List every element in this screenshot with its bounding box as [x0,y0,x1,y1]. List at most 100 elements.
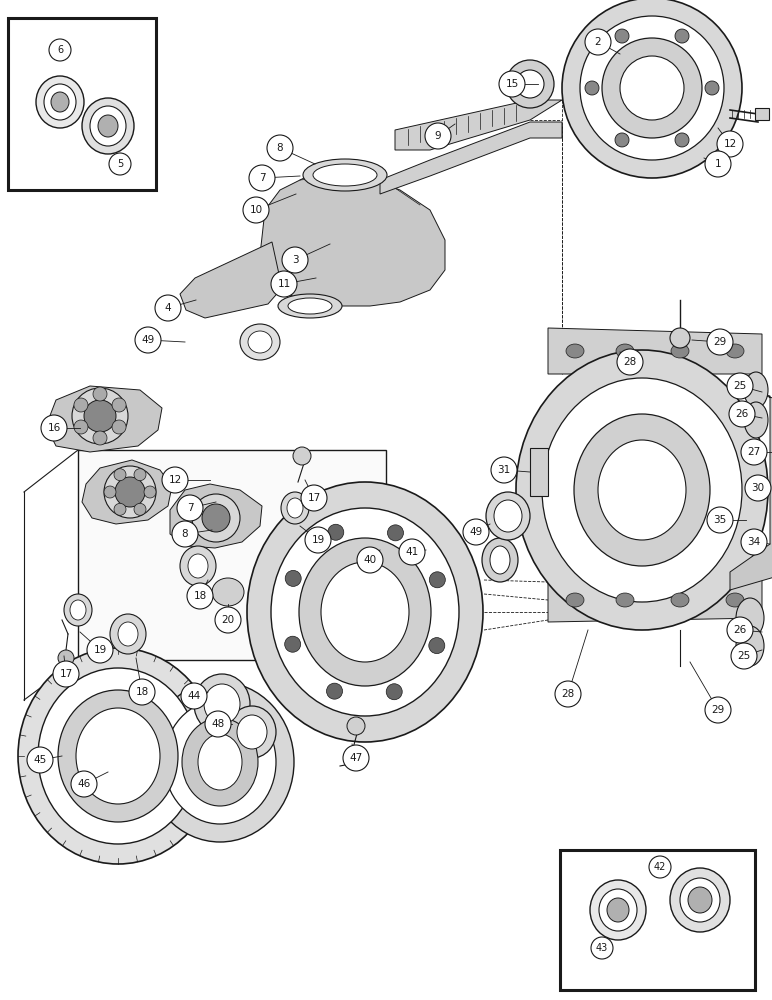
Ellipse shape [607,898,629,922]
Text: 9: 9 [435,131,442,141]
Ellipse shape [590,880,646,940]
Ellipse shape [36,76,84,128]
Text: 12: 12 [168,475,181,485]
Ellipse shape [542,378,742,602]
Circle shape [129,679,155,705]
Ellipse shape [278,294,342,318]
Ellipse shape [574,414,710,566]
Ellipse shape [288,298,332,314]
Text: 49: 49 [141,335,154,345]
Polygon shape [170,484,262,548]
Circle shape [491,457,517,483]
Ellipse shape [303,159,387,191]
Ellipse shape [93,387,107,401]
Circle shape [305,527,331,553]
Circle shape [162,467,188,493]
Ellipse shape [247,482,483,742]
Circle shape [729,401,755,427]
Ellipse shape [287,498,303,518]
Ellipse shape [313,164,377,186]
Ellipse shape [744,372,768,408]
Circle shape [172,521,198,547]
Ellipse shape [38,668,198,844]
Ellipse shape [671,593,689,607]
Text: 17: 17 [59,669,73,679]
Text: 35: 35 [713,515,726,525]
Circle shape [727,617,753,643]
Ellipse shape [490,546,510,574]
Ellipse shape [580,16,724,160]
Ellipse shape [482,538,518,582]
Ellipse shape [240,324,280,360]
Ellipse shape [112,398,126,412]
Circle shape [205,711,231,737]
Text: 48: 48 [212,719,225,729]
Ellipse shape [671,344,689,358]
Ellipse shape [321,562,409,662]
Ellipse shape [114,469,126,481]
Ellipse shape [118,622,138,646]
Circle shape [215,607,241,633]
Ellipse shape [72,388,128,444]
Polygon shape [180,242,282,318]
Text: 26: 26 [733,625,747,635]
Ellipse shape [93,431,107,445]
Text: 49: 49 [469,527,482,537]
Text: 41: 41 [405,547,418,557]
Circle shape [109,153,131,175]
Circle shape [585,29,611,55]
Bar [560,850,755,990]
Ellipse shape [112,420,126,434]
Ellipse shape [104,466,156,518]
Circle shape [649,856,671,878]
Circle shape [707,329,733,355]
Circle shape [53,661,79,687]
Circle shape [343,745,369,771]
Circle shape [71,771,97,797]
Ellipse shape [180,546,216,586]
Polygon shape [46,386,162,452]
Ellipse shape [386,684,402,700]
Ellipse shape [736,626,764,666]
Ellipse shape [237,715,267,749]
Text: 11: 11 [277,279,290,289]
Ellipse shape [705,81,719,95]
Circle shape [301,485,327,511]
Ellipse shape [388,525,404,541]
Ellipse shape [566,344,584,358]
Circle shape [249,165,275,191]
Ellipse shape [115,477,145,507]
Ellipse shape [58,650,74,666]
Circle shape [49,39,71,61]
Ellipse shape [602,38,702,138]
Ellipse shape [675,133,689,147]
Polygon shape [82,460,172,524]
Circle shape [267,135,293,161]
Ellipse shape [328,524,344,540]
Text: 7: 7 [259,173,266,183]
Text: 20: 20 [222,615,235,625]
Ellipse shape [516,70,544,98]
Bar [755,108,769,120]
Ellipse shape [248,331,272,353]
Text: 1: 1 [715,159,721,169]
Text: 47: 47 [350,753,363,763]
Text: 43: 43 [596,943,608,953]
Ellipse shape [104,486,116,498]
Ellipse shape [428,638,445,654]
Polygon shape [380,122,562,194]
Ellipse shape [293,447,311,465]
Ellipse shape [486,492,530,540]
Ellipse shape [146,682,294,842]
Text: 28: 28 [623,357,637,367]
Ellipse shape [585,81,599,95]
Text: 25: 25 [733,381,747,391]
Circle shape [463,519,489,545]
Text: 27: 27 [747,447,760,457]
Circle shape [717,131,743,157]
Polygon shape [395,100,562,150]
Text: 18: 18 [135,687,149,697]
Text: 44: 44 [188,691,201,701]
Ellipse shape [299,538,431,686]
Ellipse shape [198,734,242,790]
